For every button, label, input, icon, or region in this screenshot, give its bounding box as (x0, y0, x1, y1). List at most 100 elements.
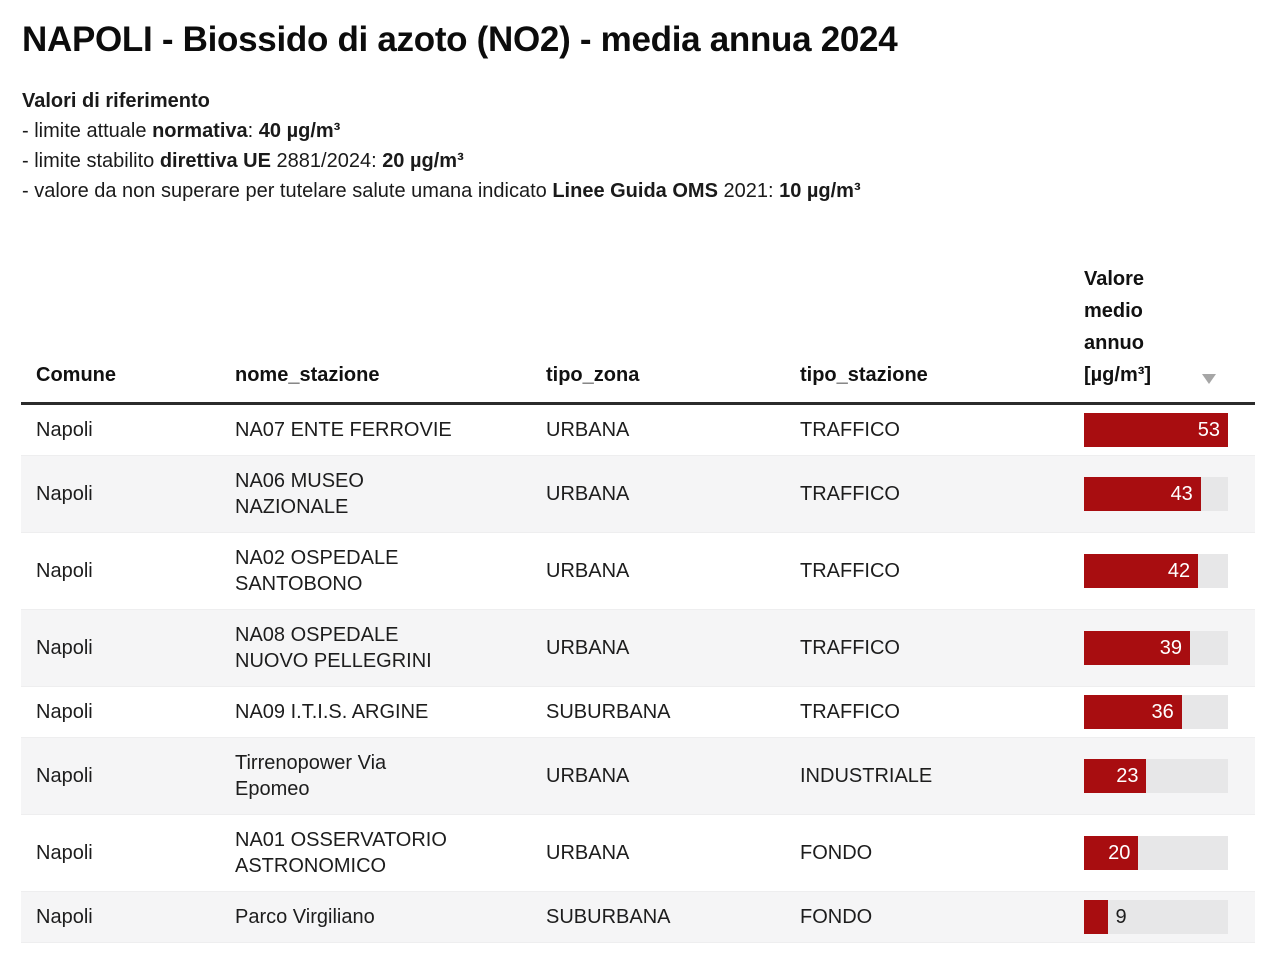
ref-value: 40 µg/m³ (258, 120, 341, 142)
ref-text: - limite attuale (22, 120, 153, 142)
cell-valore: 36 (1084, 687, 1255, 738)
table-row: Napoli Parco Virgiliano SUBURBANA FONDO … (21, 891, 1255, 943)
cell-comune: Napoli (36, 765, 93, 787)
value-bar-track: 39 (1084, 631, 1228, 665)
value-label: 20 (1108, 842, 1131, 864)
cell-tipo-stazione: TRAFFICO (800, 701, 900, 723)
value-bar-track: 20 (1084, 836, 1228, 870)
value-bar-track: 36 (1084, 695, 1228, 729)
value-label: 53 (1197, 419, 1220, 441)
cell-nome-stazione: Parco Virgiliano (235, 906, 375, 928)
value-bar: 23 (1084, 759, 1147, 793)
cell-nome-stazione: Tirrenopower Via Epomeo (235, 752, 387, 800)
ref-text: 2021: (717, 180, 780, 202)
value-bar-track: 43 (1084, 477, 1228, 511)
chart-title: NAPOLI - Biossido di azoto (NO2) - media… (22, 20, 898, 59)
ref-value: 20 µg/m³ (382, 150, 464, 172)
column-header-tipo-stazione[interactable]: tipo_stazione (800, 263, 1084, 405)
cell-valore: 39 (1084, 610, 1255, 687)
cell-nome-stazione: NA06 MUSEO NAZIONALE (235, 470, 364, 518)
ref-text-bold: direttiva UE (159, 150, 271, 172)
cell-valore: 53 (1084, 404, 1255, 456)
cell-tipo-stazione: TRAFFICO (800, 419, 900, 441)
value-bar-track: 42 (1084, 554, 1228, 588)
column-header-valore[interactable]: Valore medio annuo [µg/m³] (1084, 263, 1255, 405)
cell-valore: 43 (1084, 456, 1255, 533)
cell-tipo-stazione: TRAFFICO (800, 637, 900, 659)
column-header-comune[interactable]: Comune (21, 263, 235, 405)
table-row: Napoli NA07 ENTE FERROVIE URBANA TRAFFIC… (21, 404, 1255, 456)
table-row: Napoli Tirrenopower Via Epomeo URBANA IN… (21, 737, 1255, 815)
ref-text-bold: normativa (152, 120, 248, 142)
cell-nome-stazione: NA08 OSPEDALE NUOVO PELLEGRINI (235, 624, 432, 672)
value-bar: 20 (1084, 836, 1139, 870)
value-label: 23 (1116, 765, 1139, 787)
cell-tipo-stazione: TRAFFICO (800, 560, 900, 582)
table-row: Napoli NA06 MUSEO NAZIONALE URBANA TRAFF… (21, 455, 1255, 533)
cell-comune: Napoli (36, 701, 93, 723)
reference-line-direttiva-ue: - limite stabilito direttiva UE 2881/202… (22, 146, 1266, 176)
reference-line-oms: - valore da non superare per tutelare sa… (22, 176, 1266, 206)
cell-tipo-zona: SUBURBANA (546, 701, 671, 723)
ref-text-bold: Linee Guida OMS (552, 180, 718, 202)
column-header-nome-stazione[interactable]: nome_stazione (235, 263, 546, 405)
cell-tipo-stazione: INDUSTRIALE (800, 765, 933, 787)
data-table: Comune nome_stazione tipo_zona tipo_staz… (21, 263, 1255, 943)
cell-valore: 20 (1084, 815, 1255, 892)
cell-valore: 42 (1084, 533, 1255, 610)
cell-tipo-zona: URBANA (546, 483, 630, 505)
ref-text: - limite stabilito (22, 150, 160, 172)
cell-nome-stazione: NA02 OSPEDALE SANTOBONO (235, 547, 399, 595)
cell-nome-stazione: NA01 OSSERVATORIO ASTRONOMICO (235, 829, 447, 877)
table-header: Comune nome_stazione tipo_zona tipo_staz… (21, 263, 1255, 405)
ref-text: - valore da non superare per tutelare sa… (22, 180, 553, 202)
cell-tipo-zona: SUBURBANA (546, 906, 671, 928)
cell-comune: Napoli (36, 906, 93, 928)
value-label: 9 (1115, 906, 1127, 928)
cell-comune: Napoli (36, 560, 93, 582)
cell-valore: 9 (1084, 892, 1255, 943)
value-label: 36 (1151, 701, 1174, 723)
cell-comune: Napoli (36, 637, 93, 659)
cell-comune: Napoli (36, 842, 93, 864)
value-bar: 42 (1084, 554, 1199, 588)
ref-text: 2881/2024: (270, 150, 383, 172)
cell-tipo-stazione: FONDO (800, 906, 873, 928)
ref-text: : (247, 120, 259, 142)
cell-tipo-stazione: FONDO (800, 842, 873, 864)
value-bar: 43 (1084, 477, 1201, 511)
cell-tipo-zona: URBANA (546, 560, 630, 582)
cell-nome-stazione: NA09 I.T.I.S. ARGINE (235, 701, 429, 723)
cell-comune: Napoli (36, 483, 93, 505)
reference-line-normativa: - limite attuale normativa: 40 µg/m³ (22, 116, 1266, 146)
table-row: Napoli NA08 OSPEDALE NUOVO PELLEGRINI UR… (21, 609, 1255, 687)
table-row: Napoli NA02 OSPEDALE SANTOBONO URBANA TR… (21, 533, 1255, 610)
cell-tipo-zona: URBANA (546, 419, 630, 441)
ref-value: 10 µg/m³ (779, 180, 861, 202)
value-bar-track: 23 (1084, 759, 1228, 793)
column-header-valore-label: Valore medio annuo [µg/m³] (1084, 268, 1152, 386)
column-header-tipo-zona[interactable]: tipo_zona (546, 263, 800, 405)
value-bar: 53 (1084, 413, 1228, 447)
reference-values: Valori di riferimento - limite attuale n… (22, 86, 1266, 206)
cell-nome-stazione: NA07 ENTE FERROVIE (235, 419, 452, 441)
cell-tipo-zona: URBANA (546, 637, 630, 659)
value-bar: 36 (1084, 695, 1182, 729)
table-row: Napoli NA01 OSSERVATORIO ASTRONOMICO URB… (21, 815, 1255, 892)
header-row: Comune nome_stazione tipo_zona tipo_staz… (21, 263, 1255, 405)
cell-tipo-zona: URBANA (546, 842, 630, 864)
cell-tipo-zona: URBANA (546, 765, 630, 787)
value-bar: 39 (1084, 631, 1190, 665)
cell-valore: 23 (1084, 738, 1255, 815)
value-label: 43 (1170, 483, 1193, 505)
cell-comune: Napoli (36, 419, 93, 441)
cell-tipo-stazione: TRAFFICO (800, 483, 900, 505)
value-bar-track: 53 (1084, 413, 1228, 447)
table-row: Napoli NA09 I.T.I.S. ARGINE SUBURBANA TR… (21, 687, 1255, 738)
reference-heading: Valori di riferimento (22, 90, 210, 112)
value-bar-track: 9 (1084, 900, 1228, 934)
table-body: Napoli NA07 ENTE FERROVIE URBANA TRAFFIC… (21, 404, 1255, 943)
value-bar (1084, 900, 1109, 934)
value-label: 39 (1159, 637, 1182, 659)
